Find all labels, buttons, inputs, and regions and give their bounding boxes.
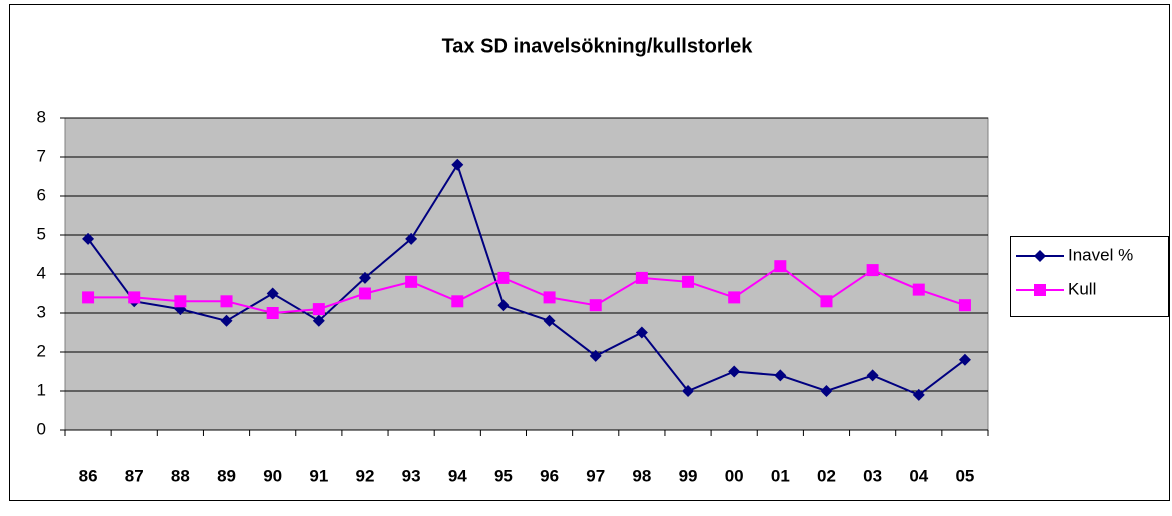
x-tick-label: 97 [586,466,605,485]
point [128,291,141,304]
point [912,283,925,296]
legend-marker [1034,284,1046,296]
point [543,314,556,327]
legend-marker [1034,250,1046,262]
x-tick-label: 91 [309,466,328,485]
y-tick-label: 4 [37,263,46,282]
y-tick-label: 6 [37,185,46,204]
point [635,271,648,284]
series-line [87,162,966,397]
x-tick-label: 01 [771,466,790,485]
x-tick-label: 95 [494,466,513,485]
point [82,291,95,304]
y-tick-label: 8 [37,107,46,126]
point [589,349,602,362]
x-tick-label: 98 [632,466,651,485]
x-tick-label: 05 [955,466,974,485]
point [866,369,879,382]
x-tick-label: 90 [263,466,282,485]
point [635,326,648,339]
point [682,275,695,288]
point [497,271,510,284]
legend-label: Inavel % [1068,245,1133,264]
point [266,307,279,319]
point [451,295,464,308]
y-tick-label: 7 [37,146,46,165]
point [820,295,833,308]
point [774,369,787,382]
x-tick-label: 04 [909,466,928,485]
point [497,299,510,312]
point [682,385,695,397]
point [220,314,233,327]
x-tick-label: 03 [863,466,882,485]
point [451,158,464,171]
x-tick-label: 92 [356,466,375,485]
y-tick-label: 5 [37,224,46,243]
point [312,303,325,316]
point [266,287,279,300]
point [358,287,371,300]
point [405,275,418,288]
point [543,291,556,304]
x-tick-label: 89 [217,466,236,485]
point [958,353,971,366]
point [82,232,95,245]
point [728,291,741,304]
x-tick-label: 96 [540,466,559,485]
y-tick-label: 0 [37,419,46,438]
x-tick-label: 87 [125,466,144,485]
point [820,385,833,397]
point [958,299,971,312]
x-tick-label: 02 [817,466,836,485]
point [405,232,418,245]
point [912,388,925,401]
y-tick-label: 2 [37,341,46,360]
point [174,295,187,308]
x-tick-label: 00 [725,466,744,485]
x-tick-label: 99 [679,466,698,485]
point [866,264,879,277]
legend [1010,236,1169,317]
point [589,299,602,312]
point [774,260,787,273]
series-line [88,264,966,315]
y-tick-label: 1 [37,380,46,399]
y-tick-label: 3 [37,302,46,321]
x-tick-label: 93 [402,466,421,485]
point [728,365,741,378]
chart-title: Tax SD inavelsökning/kullstorlek [442,35,754,57]
legend-label: Kull [1068,279,1096,298]
x-tick-label: 88 [171,466,190,485]
point [312,314,325,327]
point [358,271,371,284]
x-tick-label: 94 [448,466,467,485]
x-tick-label: 86 [79,466,98,485]
point [220,295,233,308]
